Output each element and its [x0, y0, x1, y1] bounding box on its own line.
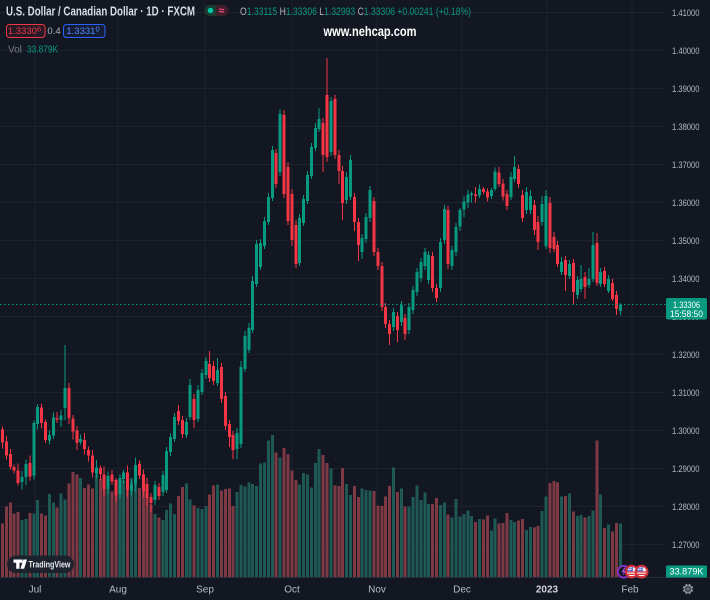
svg-text:O1.33115 H1.33306 L1.32993 C1.: O1.33115 H1.33306 L1.32993 C1.33306 +0.0…: [240, 6, 471, 18]
svg-text:0.4: 0.4: [47, 26, 60, 37]
svg-text:33.879K: 33.879K: [670, 567, 705, 578]
svg-text:2023: 2023: [536, 585, 559, 596]
svg-text:1.39000: 1.39000: [672, 84, 700, 95]
svg-text:Feb: Feb: [621, 585, 639, 596]
svg-text:www.nehcap.com: www.nehcap.com: [323, 24, 417, 39]
svg-text:1.32000: 1.32000: [672, 350, 700, 361]
svg-text:1.27000: 1.27000: [672, 540, 700, 551]
svg-text:1.33306: 1.33306: [8, 25, 41, 38]
svg-text:1.35000: 1.35000: [672, 236, 700, 247]
svg-text:15:58:50: 15:58:50: [670, 309, 703, 319]
svg-text:1.33306: 1.33306: [673, 300, 700, 311]
svg-text:Vol: Vol: [8, 45, 22, 56]
svg-text:TradingView: TradingView: [29, 560, 72, 570]
svg-text:1.36000: 1.36000: [672, 198, 700, 209]
svg-text:U.S. Dollar / Canadian Dollar: U.S. Dollar / Canadian Dollar · 1D · FXC…: [6, 4, 195, 19]
svg-text:1.31000: 1.31000: [672, 388, 700, 399]
svg-text:33.879K: 33.879K: [27, 45, 58, 56]
svg-text:Dec: Dec: [453, 585, 471, 596]
svg-text:1.40000: 1.40000: [672, 46, 700, 57]
svg-text:1.41000: 1.41000: [672, 8, 700, 19]
svg-text:1.38000: 1.38000: [672, 122, 700, 133]
svg-text:Nov: Nov: [368, 585, 386, 596]
svg-text:Aug: Aug: [109, 585, 127, 596]
svg-text:1.37000: 1.37000: [672, 160, 700, 171]
svg-text:Sep: Sep: [196, 585, 214, 596]
svg-text:1.33310: 1.33310: [66, 25, 99, 38]
svg-text:1.29000: 1.29000: [672, 464, 700, 475]
svg-text:Oct: Oct: [284, 585, 300, 596]
svg-text:1.28000: 1.28000: [672, 502, 700, 513]
svg-text:Jul: Jul: [29, 585, 42, 596]
svg-text:≈: ≈: [219, 5, 225, 17]
svg-text:1.30000: 1.30000: [672, 426, 700, 437]
svg-text:1.34000: 1.34000: [672, 274, 700, 285]
